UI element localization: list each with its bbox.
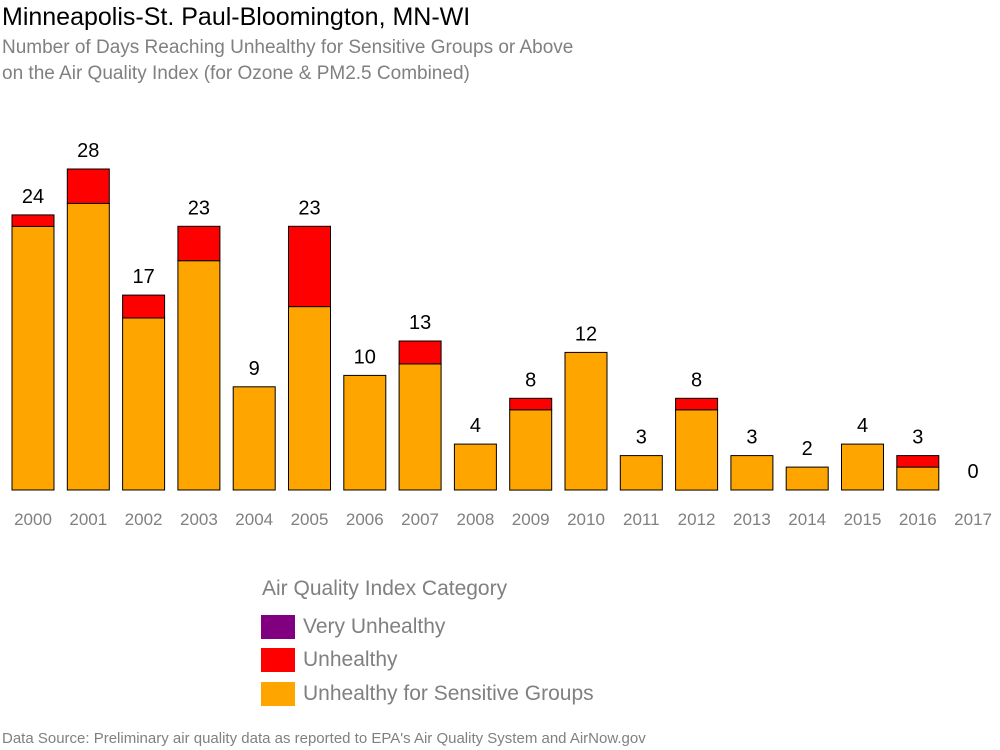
legend-swatch-very-unhealthy	[261, 615, 295, 639]
data-source-note: Data Source: Preliminary air quality dat…	[2, 730, 646, 747]
bar-2002-series-1	[122, 294, 166, 319]
bar-2012-series-1	[675, 397, 719, 411]
x-tick-label-2001: 2001	[69, 510, 107, 529]
data-label-2000: 24	[22, 186, 44, 208]
x-tick-label-2000: 2000	[14, 510, 52, 529]
data-label-2010: 12	[575, 323, 597, 345]
bar-2015-series-0	[841, 443, 884, 491]
data-label-2013: 3	[746, 427, 757, 449]
bar-2003-series-1	[177, 225, 221, 262]
bar-2007-series-1	[398, 340, 442, 365]
data-label-2007: 13	[409, 312, 431, 334]
bar-2010-series-0	[564, 351, 608, 491]
bar-2009-series-0	[509, 409, 553, 491]
bar-2000-series-1	[11, 214, 55, 227]
x-tick-label-2014: 2014	[788, 510, 826, 529]
x-tick-label-2015: 2015	[844, 510, 882, 529]
data-label-2001: 28	[77, 140, 99, 162]
data-label-2015: 4	[857, 415, 868, 437]
legend-label-usg: Unhealthy for Sensitive Groups	[303, 682, 594, 705]
legend-title: Air Quality Index Category	[262, 577, 508, 600]
x-tick-label-2002: 2002	[125, 510, 163, 529]
bar-2003-series-0	[177, 260, 221, 491]
x-tick-label-2003: 2003	[180, 510, 218, 529]
x-tick-label-2004: 2004	[235, 510, 273, 529]
legend-item-unhealthy: Unhealthy	[261, 648, 398, 672]
bar-2001-series-0	[66, 202, 110, 491]
legend-label-unhealthy: Unhealthy	[303, 648, 398, 671]
data-label-2008: 4	[470, 415, 481, 437]
bar-2013-series-0	[730, 455, 774, 491]
x-tick-label-2006: 2006	[346, 510, 384, 529]
x-tick-label-2008: 2008	[456, 510, 494, 529]
bar-2008-series-0	[453, 443, 497, 491]
chart-subtitle-line-2: on the Air Quality Index (for Ozone & PM…	[2, 63, 470, 84]
data-label-2002: 17	[132, 266, 154, 288]
bar-2002-series-0	[122, 317, 166, 491]
bar-2009-series-1	[509, 397, 553, 411]
bar-2004-series-0	[232, 386, 276, 491]
data-label-2014: 2	[802, 438, 813, 460]
bar-2001-series-1	[66, 168, 110, 204]
x-tick-label-2010: 2010	[567, 510, 605, 529]
bar-2005-series-0	[288, 306, 331, 491]
bar-2006-series-0	[343, 374, 387, 491]
data-label-2017: 0	[968, 461, 979, 483]
x-tick-label-2009: 2009	[512, 510, 550, 529]
bar-2000-series-0	[11, 225, 55, 491]
legend-item-very-unhealthy: Very Unhealthy	[261, 615, 445, 639]
bar-2012-series-0	[675, 409, 719, 491]
chart-subtitle-line-1: Number of Days Reaching Unhealthy for Se…	[2, 37, 574, 58]
bar-2007-series-0	[398, 363, 442, 491]
data-label-2016: 3	[912, 427, 923, 449]
bar-2011-series-0	[619, 455, 663, 491]
legend-label-very-unhealthy: Very Unhealthy	[303, 615, 446, 638]
data-label-2009: 8	[525, 369, 536, 391]
data-label-2004: 9	[249, 358, 260, 380]
x-tick-label-2013: 2013	[733, 510, 771, 529]
chart-title: Minneapolis-St. Paul-Bloomington, MN-WI	[2, 3, 471, 31]
data-label-2003: 23	[188, 197, 210, 219]
bar-2005-series-1	[288, 225, 331, 308]
bar-2016-series-0	[896, 466, 940, 491]
legend-swatch-unhealthy	[261, 648, 295, 672]
x-tick-label-2017: 2017	[954, 510, 992, 529]
x-tick-label-2011: 2011	[623, 510, 660, 529]
bar-2014-series-0	[785, 466, 829, 491]
legend-item-usg: Unhealthy for Sensitive Groups	[261, 682, 594, 706]
data-label-2012: 8	[691, 369, 702, 391]
bar-chart: 2420002820011720022320039200423200510200…	[11, 140, 992, 529]
data-label-2006: 10	[354, 346, 376, 368]
x-tick-label-2007: 2007	[401, 510, 439, 529]
x-tick-label-2016: 2016	[899, 510, 937, 529]
data-label-2011: 3	[636, 427, 647, 449]
bar-2016-series-1	[896, 455, 940, 468]
x-tick-label-2005: 2005	[291, 510, 329, 529]
x-tick-label-2012: 2012	[678, 510, 716, 529]
legend-swatch-usg	[261, 682, 295, 706]
data-label-2005: 23	[298, 197, 320, 219]
